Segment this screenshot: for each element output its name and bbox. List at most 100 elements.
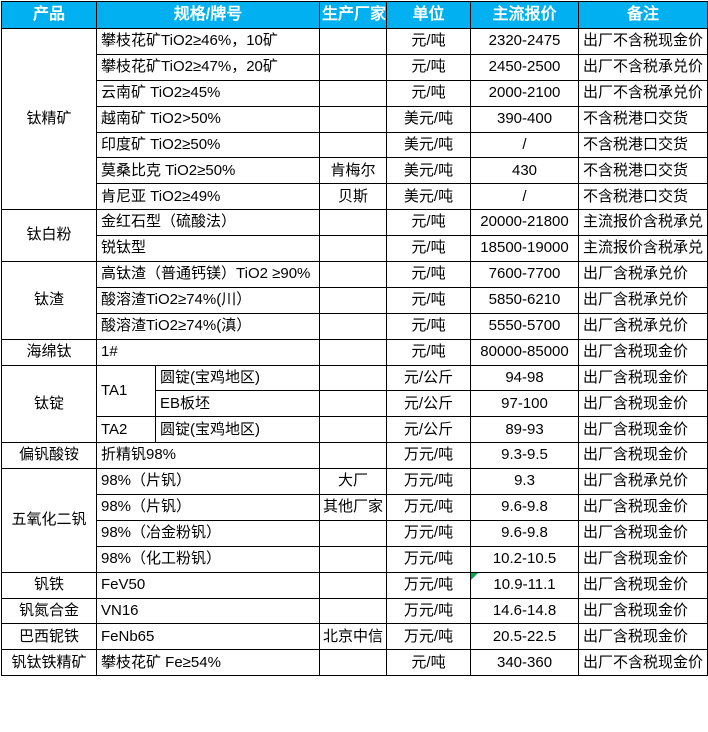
table-row: 钒氮合金 VN16 万元/吨 14.6-14.8 出厂含税现金价 [1, 597, 708, 625]
table-row: 酸溶渣TiO2≥74%(川） 元/吨 5850-6210 出厂含税承兑价 [2, 286, 708, 314]
unit-cell: 元/吨 [386, 235, 472, 263]
table-row: 钒钛铁精矿 攀枝花矿 Fe≥54% 元/吨 340-360 出厂不含税现金价 [1, 649, 708, 677]
spec-cell: 锐钛型 [95, 235, 321, 263]
maker-cell [319, 390, 388, 418]
table-row: 肯尼亚 TiO2≥49% 贝斯 美元/吨 / 不含税港口交货 [2, 183, 708, 211]
price-cell: 9.3-9.5 [470, 442, 580, 470]
table-row: 钛白粉 金红石型（硫酸法） 元/吨 20000-21800 主流报价含税承兑 [1, 209, 708, 263]
product-cell: 钛锭 [1, 364, 97, 444]
maker-cell: 贝斯 [319, 183, 388, 211]
price-cell: 89-93 [470, 416, 580, 444]
header-row: 产品 规格/牌号 生产厂家 单位 主流报价 备注 [1, 1, 708, 29]
note-cell: 出厂含税现金价 [578, 416, 708, 444]
price-cell: 94-98 [470, 364, 580, 392]
maker-cell [319, 209, 388, 237]
maker-cell [319, 364, 388, 392]
table-row: 锐钛型 元/吨 18500-19000 主流报价含税承兑 [2, 235, 708, 263]
spec-cell: 肯尼亚 TiO2≥49% [95, 183, 321, 211]
note-cell: 出厂含税现金价 [578, 442, 708, 470]
unit-cell: 元/公斤 [386, 390, 472, 418]
col-header-maker: 生产厂家 [319, 1, 388, 29]
spec-cell: 莫桑比克 TiO2≥50% [95, 157, 321, 185]
note-cell: 出厂含税现金价 [578, 364, 708, 392]
unit-cell: 元/吨 [386, 261, 472, 288]
price-cell: 9.6-9.8 [470, 494, 580, 521]
maker-cell [319, 131, 388, 159]
product-cell: 海绵钛 [1, 338, 97, 366]
maker-cell [319, 442, 388, 470]
unit-cell: 元/吨 [386, 28, 472, 55]
unit-cell: 万元/吨 [386, 494, 472, 521]
maker-cell [319, 338, 388, 366]
price-cell: 340-360 [470, 649, 580, 677]
table-row: 攀枝花矿TiO2≥47%，20矿 元/吨 2450-2500 出厂不含税承兑价 [2, 53, 708, 81]
note-cell: 不含税港口交货 [578, 131, 708, 159]
unit-cell: 元/吨 [386, 286, 472, 314]
spec-cell: 云南矿 TiO2≥45% [95, 79, 321, 107]
col-header-note: 备注 [578, 1, 708, 29]
price-cell: / [470, 183, 580, 211]
spec-cell: 攀枝花矿TiO2≥47%，20矿 [95, 53, 321, 81]
spec-cell: 攀枝花矿TiO2≥46%，10矿 [95, 28, 321, 55]
table-row: 钛渣 高钛渣（普通钙镁）TiO2 ≥90% 元/吨 7600-7700 出厂含税… [1, 261, 708, 340]
maker-cell [319, 235, 388, 263]
note-cell: 出厂含税现金价 [578, 545, 708, 573]
maker-cell [319, 79, 388, 107]
unit-cell: 万元/吨 [386, 468, 472, 496]
unit-cell: 万元/吨 [386, 545, 472, 573]
maker-cell [319, 105, 388, 133]
note-cell: 主流报价含税承兑 [578, 209, 708, 237]
product-cell: 五氧化二钒 [1, 468, 97, 573]
table-row: TA2 圆锭(宝鸡地区) 元/公斤 89-93 出厂含税现金价 [2, 416, 708, 444]
maker-cell [319, 597, 388, 625]
unit-cell: 万元/吨 [386, 519, 472, 547]
note-cell: 出厂含税现金价 [578, 338, 708, 366]
spec-cell: VN16 [95, 597, 321, 625]
price-table: 产品 规格/牌号 生产厂家 单位 主流报价 备注 钛精矿 攀枝花矿TiO2≥46… [1, 1, 708, 677]
col-header-product: 产品 [1, 1, 97, 29]
note-cell: 出厂含税现金价 [578, 390, 708, 418]
spec-cell: 印度矿 TiO2≥50% [95, 131, 321, 159]
unit-cell: 美元/吨 [386, 157, 472, 185]
col-header-unit: 单位 [386, 1, 472, 29]
spec-cell: 圆锭(宝鸡地区) [154, 364, 321, 392]
table-row: 98%（化工粉钒） 万元/吨 10.2-10.5 出厂含税现金价 [2, 545, 708, 573]
grade-cell: TA1 [96, 364, 156, 418]
note-cell: 出厂含税现金价 [578, 571, 708, 599]
maker-cell [319, 261, 388, 288]
maker-cell [319, 649, 388, 677]
note-cell: 不含税港口交货 [578, 183, 708, 211]
unit-cell: 元/吨 [386, 312, 472, 340]
unit-cell: 美元/吨 [386, 105, 472, 133]
unit-cell: 元/吨 [386, 209, 472, 237]
product-cell: 钒钛铁精矿 [1, 649, 97, 677]
spec-cell: 酸溶渣TiO2≥74%(川） [95, 286, 321, 314]
spec-cell: 圆锭(宝鸡地区) [154, 416, 321, 444]
spec-cell: 98%（冶金粉钒） [95, 519, 321, 547]
maker-cell [319, 545, 388, 573]
price-cell: 9.6-9.8 [470, 519, 580, 547]
maker-cell: 北京中信 [319, 623, 388, 651]
spec-cell: FeNb65 [95, 623, 321, 651]
price-cell: 5550-5700 [470, 312, 580, 340]
table-row: 钒铁 FeV50 万元/吨 10.9-11.1 出厂含税现金价 [1, 571, 708, 599]
spec-cell: 98%（片钒） [95, 468, 321, 496]
note-cell: 出厂不含税现金价 [578, 649, 708, 677]
note-cell: 出厂含税承兑价 [578, 312, 708, 340]
price-cell: 97-100 [470, 390, 580, 418]
table-row: 云南矿 TiO2≥45% 元/吨 2000-2100 出厂不含税承兑价 [2, 79, 708, 107]
price-cell: 20000-21800 [470, 209, 580, 237]
note-cell: 出厂不含税承兑价 [578, 53, 708, 81]
note-cell: 主流报价含税承兑 [578, 235, 708, 263]
table-row: 巴西铌铁 FeNb65 北京中信 万元/吨 20.5-22.5 出厂含税现金价 [1, 623, 708, 651]
unit-cell: 万元/吨 [386, 442, 472, 470]
spec-cell: 高钛渣（普通钙镁）TiO2 ≥90% [95, 261, 321, 288]
spec-cell: 越南矿 TiO2>50% [95, 105, 321, 133]
price-cell: 430 [470, 157, 580, 185]
unit-cell: 元/吨 [386, 53, 472, 81]
grade-cell: TA2 [96, 416, 156, 444]
price-value: 10.9-11.1 [493, 575, 556, 593]
table-row: 偏钒酸铵 折精钒98% 万元/吨 9.3-9.5 出厂含税现金价 [1, 442, 708, 470]
maker-cell: 大厂 [319, 468, 388, 496]
note-cell: 出厂含税承兑价 [578, 286, 708, 314]
